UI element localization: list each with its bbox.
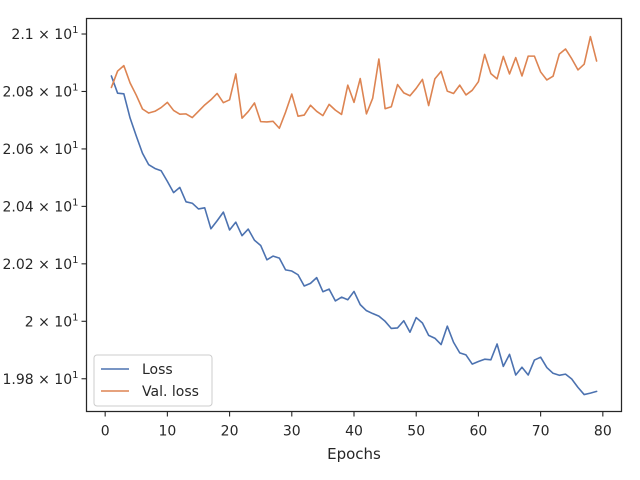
x-tick-label: 60	[470, 424, 488, 440]
x-tick-label: 30	[283, 424, 301, 440]
y-tick-label: 2.02 × 101	[3, 255, 79, 273]
y-tick-label: 2 × 101	[25, 312, 79, 330]
series-line-val-loss	[110, 35, 598, 130]
ticks-layer: 0 10 20 30 40 50 60 70 80 1.98 × 101 2 × 101 2.02 ×…	[3, 25, 612, 439]
plot-frame	[85, 17, 623, 413]
y-tick-label: 1.98 × 101	[3, 370, 79, 388]
y-tick-label: 2.04 × 101	[3, 197, 79, 215]
x-tick-label: 70	[532, 424, 550, 440]
y-tick-label: 2.06 × 101	[3, 140, 79, 158]
x-axis-label: Epochs	[327, 445, 381, 463]
legend-label-loss: Loss	[142, 362, 173, 378]
y-tick-label: 2.08 × 101	[3, 82, 79, 100]
x-tick-label: 10	[158, 424, 176, 440]
x-tick-label: 0	[101, 424, 110, 440]
x-tick-label: 80	[594, 424, 612, 440]
y-tick-label: 2.1 × 101	[11, 25, 78, 43]
series-line-loss	[110, 75, 598, 396]
legend-label-val-loss: Val. loss	[142, 384, 199, 400]
x-tick-label: 20	[221, 424, 239, 440]
series-layer	[110, 35, 598, 396]
legend-frame	[93, 354, 213, 407]
x-tick-label: 40	[345, 424, 363, 440]
plot-area	[86, 18, 622, 412]
x-tick-label: 50	[407, 424, 425, 440]
legend: Loss Val. loss	[93, 354, 213, 407]
